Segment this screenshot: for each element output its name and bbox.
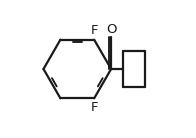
- Text: F: F: [91, 24, 99, 37]
- Text: F: F: [91, 101, 99, 114]
- Text: O: O: [106, 23, 116, 36]
